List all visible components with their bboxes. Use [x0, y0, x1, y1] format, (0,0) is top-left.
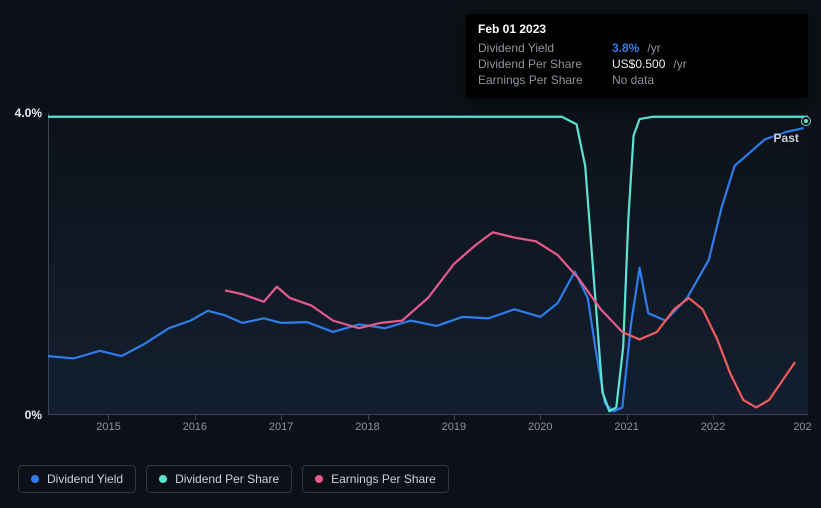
- tooltip-unit: /yr: [647, 41, 660, 55]
- legend-item-earnings-per-share[interactable]: Earnings Per Share: [302, 465, 449, 493]
- x-tick-mark: [195, 415, 196, 420]
- legend-item-dividend-yield[interactable]: Dividend Yield: [18, 465, 136, 493]
- y-axis-label-max: 4.0%: [15, 106, 42, 120]
- legend-label: Dividend Yield: [47, 472, 123, 486]
- x-tick-label: 2018: [355, 421, 379, 433]
- tooltip-label: Earnings Per Share: [478, 73, 606, 87]
- x-tick-label-partial: 202: [793, 421, 811, 433]
- x-tick-label: 2020: [528, 421, 552, 433]
- x-tick-label: 2017: [269, 421, 293, 433]
- legend-dot-icon: [31, 475, 39, 483]
- past-label: Past: [774, 131, 799, 145]
- x-axis: 2015 2016 2017 2018 2019 2020 2021 2022 202: [48, 415, 808, 445]
- tooltip-value: No data: [612, 73, 654, 87]
- series-line-earnings-per-share: [225, 232, 622, 332]
- tooltip-row-earnings-per-share: Earnings Per Share No data: [478, 72, 796, 88]
- x-tick-mark: [713, 415, 714, 420]
- dividend-chart: 4.0% 0% Past 2015 2016 2017 2018 2019 2020 202…: [0, 0, 821, 508]
- tooltip-label: Dividend Per Share: [478, 57, 606, 71]
- legend-dot-icon: [315, 475, 323, 483]
- series-line-dividend-per-share: [48, 117, 808, 411]
- legend-label: Dividend Per Share: [175, 472, 279, 486]
- y-axis-label-min: 0%: [25, 408, 42, 422]
- legend-label: Earnings Per Share: [331, 472, 436, 486]
- tooltip-label: Dividend Yield: [478, 41, 606, 55]
- x-tick-mark: [454, 415, 455, 420]
- x-tick-label: 2019: [442, 421, 466, 433]
- x-tick-label: 2021: [614, 421, 638, 433]
- chart-tooltip: Feb 01 2023 Dividend Yield 3.8% /yr Divi…: [466, 14, 808, 98]
- x-tick-mark: [108, 415, 109, 420]
- chart-legend: Dividend Yield Dividend Per Share Earnings…: [18, 465, 449, 493]
- x-tick-mark: [540, 415, 541, 420]
- tooltip-row-dividend-yield: Dividend Yield 3.8% /yr: [478, 40, 796, 56]
- series-line-dividend-yield: [48, 128, 804, 411]
- legend-dot-icon: [159, 475, 167, 483]
- tooltip-value: 3.8%: [612, 41, 639, 55]
- hover-point-marker: [802, 117, 810, 125]
- tooltip-date: Feb 01 2023: [478, 22, 796, 36]
- tooltip-value: US$0.500: [612, 57, 665, 71]
- plot-area[interactable]: 4.0% 0% Past: [48, 113, 808, 415]
- chart-lines-svg: [48, 113, 808, 415]
- x-tick-label: 2022: [701, 421, 725, 433]
- x-tick-mark: [281, 415, 282, 420]
- x-tick-mark: [627, 415, 628, 420]
- legend-item-dividend-per-share[interactable]: Dividend Per Share: [146, 465, 292, 493]
- x-tick-mark: [368, 415, 369, 420]
- tooltip-row-dividend-per-share: Dividend Per Share US$0.500 /yr: [478, 56, 796, 72]
- x-tick-label: 2016: [183, 421, 207, 433]
- tooltip-unit: /yr: [673, 57, 686, 71]
- series-line-earnings-per-share-recent: [622, 298, 795, 407]
- x-tick-label: 2015: [96, 421, 120, 433]
